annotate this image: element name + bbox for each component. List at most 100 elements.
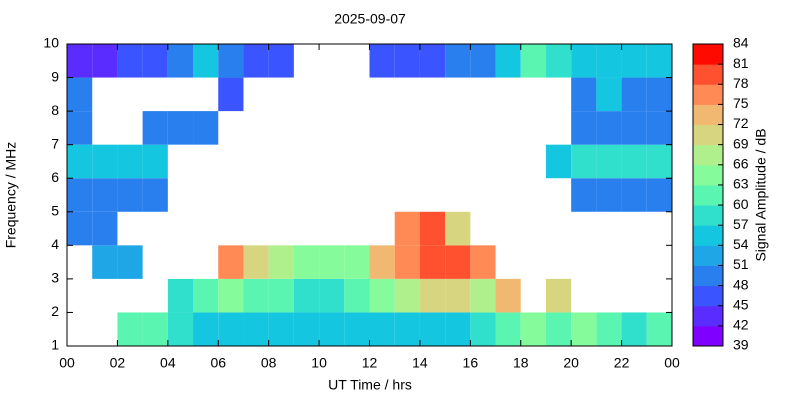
y-tick-label: 4 [51,236,59,252]
heat-cell [470,312,496,346]
heat-cell [117,144,143,179]
colorbar-tick-label: 57 [733,216,749,232]
heat-cell [419,245,446,279]
colorbar-band [693,124,723,146]
colorbar-band [693,325,723,347]
heat-cell [67,77,93,112]
heat-cell [545,278,572,313]
x-tick-label: 00 [664,355,680,371]
heat-cell [344,278,370,313]
heat-cell [92,44,118,78]
colorbar-band [693,245,723,266]
heat-cell [243,312,269,346]
heat-cell [92,245,118,279]
y-tick-label: 9 [51,68,59,84]
colorbar-tick-label: 75 [733,95,749,111]
y-tick-label: 2 [51,303,59,319]
heat-cell [142,44,168,78]
heat-cell [117,245,143,279]
heat-cell [142,144,168,179]
heat-cell [193,111,219,145]
heat-cell [142,312,168,346]
colorbar-tick-label: 81 [733,55,749,71]
heat-cell [646,111,672,145]
heat-cell [646,312,672,346]
heat-cell [268,44,294,78]
heat-cell [167,278,194,313]
heat-cell [445,44,471,78]
colorbar-band [693,104,723,126]
heat-cell [193,44,219,78]
heat-cell [545,44,572,78]
colorbar-label: Signal Amplitude / dB [753,128,769,261]
heat-cell [445,278,471,313]
heat-cell [419,44,446,78]
heat-cell [369,312,395,346]
colorbar-tick-label: 45 [733,296,749,312]
colorbar-band [693,305,723,327]
heat-cell [470,44,496,78]
x-tick-label: 00 [59,355,75,371]
heat-cell [545,312,572,346]
heat-cell [394,312,420,346]
heat-cell [571,312,597,346]
colorbar-band [693,285,723,307]
heat-cell [167,312,194,346]
colorbar-band [693,184,723,206]
heat-cell [495,312,521,346]
heat-cell [243,44,269,78]
x-tick-label: 06 [210,355,226,371]
x-tick-label: 04 [160,355,176,371]
heat-cell [596,111,622,145]
heat-cell [646,144,672,179]
heat-cell [394,278,420,313]
x-tick-label: 12 [362,355,378,371]
heat-cell [545,144,572,179]
heat-cell [596,44,622,78]
heat-cell [142,178,168,212]
heat-cell [92,211,118,246]
heat-cell [369,245,395,279]
colorbar-tick-label: 54 [733,236,749,252]
heat-cell [167,44,194,78]
heat-cell [218,312,244,346]
x-tick-label: 22 [614,355,630,371]
y-axis-label: Frequency / MHz [3,142,19,249]
heat-cell [67,44,93,78]
heat-cell [571,144,597,179]
colorbar-band [693,64,723,85]
heat-cell [293,312,320,346]
colorbar-tick-label: 60 [733,196,749,212]
heat-cell [571,44,597,78]
x-tick-label: 18 [513,355,529,371]
heat-cell [142,111,168,145]
y-tick-label: 10 [43,35,59,51]
colorbar-tick-label: 48 [733,276,749,292]
heat-cell [394,211,420,246]
heat-cell [621,77,647,112]
heat-cell [621,111,647,145]
y-tick-label: 6 [51,169,59,185]
heat-cell [92,178,118,212]
colorbar-band [693,144,723,166]
heat-cell [520,312,546,346]
y-tick-label: 1 [51,337,59,353]
colorbar-tick-label: 72 [733,115,749,131]
heat-cell [419,312,446,346]
x-tick-label: 10 [311,355,327,371]
chart-title: 2025-09-07 [334,11,406,27]
colorbar-tick-label: 39 [733,337,749,353]
heat-cell [445,312,471,346]
colorbar-band [693,265,723,287]
colorbar-tick-label: 42 [733,317,749,333]
colorbar-tick-label: 63 [733,176,749,192]
heat-cell [268,278,294,313]
heat-cell [67,211,93,246]
x-tick-label: 20 [563,355,579,371]
heat-cell [243,278,269,313]
heat-cell [319,245,345,279]
heat-cell [243,245,269,279]
heat-cell [596,144,622,179]
x-tick-label: 08 [261,355,277,371]
